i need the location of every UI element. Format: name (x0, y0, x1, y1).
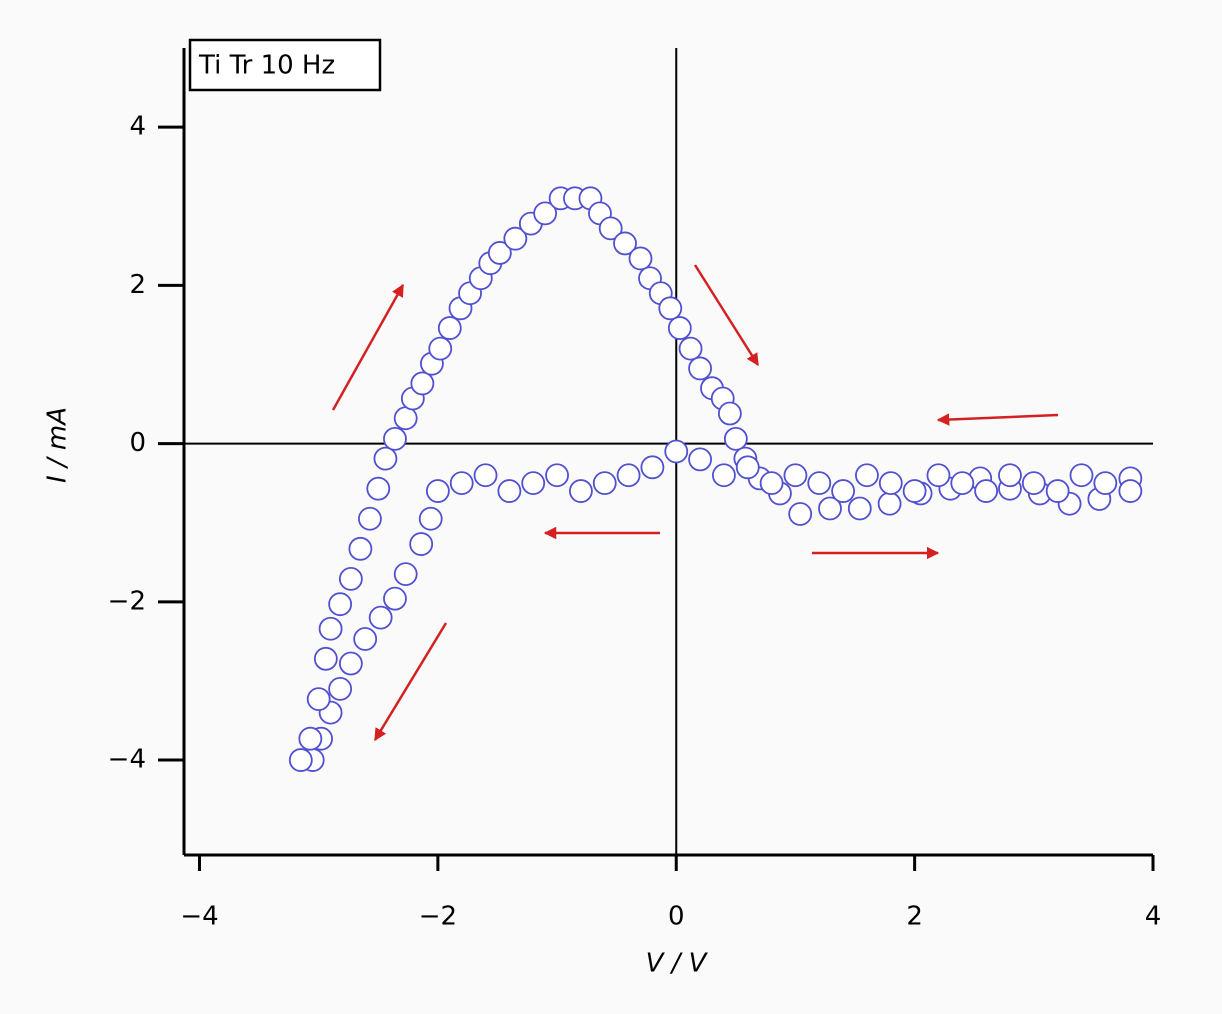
arrow (373, 622, 448, 742)
point (497, 479, 522, 503)
point (393, 562, 418, 587)
direction-arrows (331, 264, 1059, 742)
point (788, 502, 813, 526)
point (1118, 479, 1143, 503)
point (640, 455, 665, 480)
point (368, 605, 393, 630)
point (288, 748, 313, 772)
x-tick-label: 0 (668, 902, 685, 932)
point (328, 676, 353, 701)
x-axis-label: V / V (646, 949, 709, 979)
point (616, 463, 641, 488)
annotation-box (188, 38, 382, 92)
arrow (693, 264, 760, 367)
annotation: Ti Tr 10 Hz (198, 51, 335, 81)
y-tick-label: −4 (108, 745, 146, 775)
point (487, 241, 512, 265)
point (902, 479, 927, 503)
point (533, 201, 558, 226)
point (306, 687, 331, 712)
point (598, 216, 623, 241)
point (783, 463, 808, 488)
point (473, 463, 498, 488)
point (759, 471, 784, 496)
point (678, 336, 703, 361)
point (437, 316, 462, 340)
arrow (936, 413, 1059, 426)
point (831, 479, 856, 503)
point (878, 471, 903, 496)
point (847, 496, 872, 521)
point (373, 446, 398, 471)
arrow (331, 283, 405, 411)
point (688, 356, 712, 381)
point (974, 479, 999, 503)
y-axis-label: I / mA (43, 407, 73, 483)
point (628, 246, 653, 271)
point (1045, 479, 1070, 503)
point (818, 496, 842, 521)
point (383, 586, 407, 611)
point (410, 371, 435, 396)
point (667, 316, 692, 340)
point (393, 406, 418, 431)
point (313, 646, 338, 671)
y-tick-label: 0 (129, 428, 146, 458)
point (298, 726, 323, 751)
point (449, 471, 474, 496)
point (592, 471, 617, 496)
y-tick-label: 4 (129, 112, 146, 142)
point (735, 455, 760, 480)
point (328, 592, 353, 617)
y-tick-label: 2 (129, 270, 146, 300)
x-tick-label: −2 (419, 902, 457, 932)
point (712, 463, 736, 488)
point (1021, 471, 1046, 496)
point (348, 536, 373, 561)
point (855, 463, 879, 488)
point (425, 479, 450, 503)
point (338, 566, 363, 591)
point (950, 471, 975, 496)
point (428, 336, 453, 361)
point (366, 476, 391, 501)
point (358, 506, 382, 531)
point (545, 463, 569, 488)
point (807, 471, 832, 496)
x-tick-label: 2 (906, 902, 923, 932)
point (338, 651, 363, 676)
point (521, 471, 546, 496)
point (723, 426, 748, 451)
point (383, 426, 407, 451)
point (877, 491, 902, 516)
point (998, 463, 1022, 488)
point (568, 479, 593, 503)
point (318, 616, 343, 641)
point (409, 532, 434, 556)
y-tick-label: −2 (108, 586, 146, 616)
point (717, 401, 742, 426)
point (1069, 463, 1094, 488)
point (688, 447, 712, 472)
point (613, 231, 637, 256)
point (418, 506, 443, 531)
point (658, 296, 683, 321)
point (353, 627, 378, 651)
point (926, 463, 951, 488)
x-tick-label: −4 (180, 902, 218, 932)
point (503, 226, 528, 251)
point (1093, 471, 1118, 496)
x-tick-label: 4 (1145, 902, 1162, 932)
point (664, 439, 689, 464)
